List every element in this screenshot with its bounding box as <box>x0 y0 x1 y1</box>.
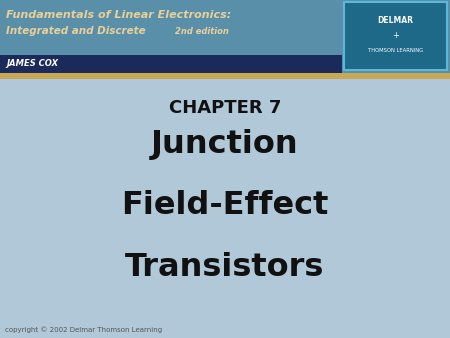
Bar <box>0 73 450 79</box>
Bar <box>0 0 450 73</box>
Text: Field-Effect: Field-Effect <box>122 190 328 221</box>
Text: Junction: Junction <box>151 129 299 160</box>
Text: DELMAR: DELMAR <box>378 17 414 25</box>
FancyBboxPatch shape <box>344 2 447 70</box>
Text: 2nd edition: 2nd edition <box>175 27 229 36</box>
Text: Fundamentals of Linear Electronics:: Fundamentals of Linear Electronics: <box>6 9 231 20</box>
Text: JAMES COX: JAMES COX <box>6 59 58 68</box>
Text: CHAPTER 7: CHAPTER 7 <box>169 99 281 117</box>
Text: copyright © 2002 Delmar Thomson Learning: copyright © 2002 Delmar Thomson Learning <box>5 326 162 333</box>
Text: Transistors: Transistors <box>125 252 325 283</box>
Text: +: + <box>392 31 399 40</box>
Text: Integrated and Discrete: Integrated and Discrete <box>6 26 146 36</box>
Bar <box>0 54 342 73</box>
Text: THOMSON LEARNING: THOMSON LEARNING <box>368 48 423 53</box>
